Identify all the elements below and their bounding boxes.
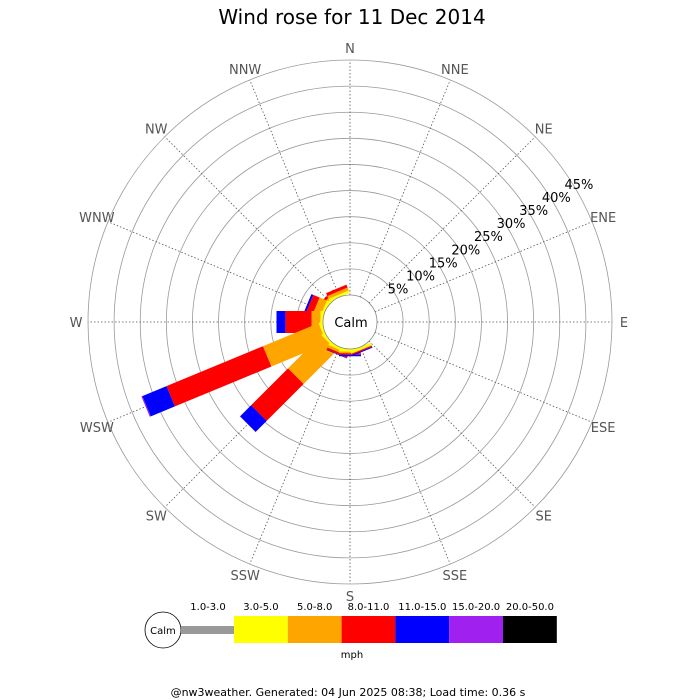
petal-segment: [285, 311, 312, 333]
direction-label: E: [620, 316, 628, 331]
direction-label: SSW: [230, 569, 260, 584]
legend-swatch: [287, 616, 342, 643]
petal-segment: [141, 396, 151, 417]
calm-center-label: Calm: [334, 316, 367, 331]
ring-label: 35%: [519, 204, 548, 219]
ring-label: 25%: [474, 230, 503, 245]
direction-label: S: [346, 590, 354, 605]
petal-segment: [166, 346, 272, 407]
direction-label: NNW: [229, 63, 261, 78]
petal-segment: [288, 335, 337, 384]
ring-label: 30%: [497, 217, 526, 232]
petal-segment: [351, 345, 373, 355]
petal-segment: [327, 287, 349, 299]
rose-petals: [141, 284, 373, 432]
direction-label: ENE: [590, 211, 616, 226]
grid-spoke: [368, 340, 536, 508]
legend-swatch: [181, 626, 234, 634]
grid-spoke: [374, 331, 593, 423]
direction-label: N: [345, 42, 355, 57]
direction-label: W: [70, 316, 83, 331]
calm-center: Calm: [322, 294, 378, 350]
legend-swatch: [503, 616, 557, 643]
ring-label: 40%: [542, 191, 571, 206]
petal-segment: [350, 342, 372, 354]
ring-label: 5%: [388, 282, 409, 297]
grid-spoke: [164, 136, 332, 304]
grid-ring: [270, 242, 430, 402]
petal-segment: [351, 346, 373, 356]
petal-segment: [339, 354, 361, 357]
direction-labels: N NNE NE ENE E ESE SE SSE S SSW SW WSW W WNW NW NNW: [70, 42, 629, 605]
legend-calm-label: Calm: [150, 626, 176, 637]
ring-labels: 5%10%15%20%25%30%35%40%45%: [388, 178, 594, 297]
grid-spoke: [359, 346, 451, 565]
legend-swatch: [341, 616, 396, 643]
legend-label: 3.0-5.0: [243, 602, 278, 613]
direction-label: WNW: [79, 211, 115, 226]
petal-segment: [142, 386, 175, 417]
petal-segment: [303, 294, 314, 316]
petal-segment: [276, 311, 286, 333]
grid-spoke: [359, 79, 451, 298]
petal-segment: [251, 368, 304, 421]
petal-segment: [262, 323, 327, 367]
ring-label: 45%: [564, 178, 593, 193]
legend-label: 11.0-15.0: [398, 602, 446, 613]
legend-label: 8.0-11.0: [348, 602, 390, 613]
legend-label: 15.0-20.0: [452, 602, 500, 613]
chart-title: Wind rose for 11 Dec 2014: [218, 5, 485, 29]
legend-label: 5.0-8.0: [297, 602, 332, 613]
grid-ring: [165, 137, 535, 507]
direction-label: NE: [535, 122, 553, 137]
petal-segment: [328, 290, 350, 302]
direction-label: WSW: [80, 421, 114, 436]
legend: Calm 1.0-3.0 3.0-5.0 5.0-8.0 8.0-11.0 11.0-15…: [144, 602, 557, 649]
petal-segment: [351, 345, 372, 354]
footer-credit: @nw3weather. Generated: 04 Jun 2025 08:3…: [171, 686, 526, 699]
legend-swatch: [395, 616, 450, 643]
petal-segment: [240, 405, 267, 432]
direction-label: NNE: [441, 63, 469, 78]
direction-label: ESE: [591, 421, 616, 436]
legend-label: 20.0-50.0: [506, 602, 554, 613]
direction-label: SW: [146, 510, 167, 525]
grid-spoke: [249, 79, 341, 298]
calm-circle: [322, 294, 378, 350]
unit-label: mph: [341, 650, 363, 661]
grid-spoke: [368, 136, 536, 304]
legend-swatch: [449, 616, 503, 643]
grid-ring: [113, 85, 587, 559]
ring-label: 20%: [451, 243, 480, 258]
legend-label: 1.0-3.0: [190, 602, 225, 613]
direction-label: SE: [536, 510, 552, 525]
grid-spoke: [107, 221, 326, 313]
ring-label: 10%: [406, 269, 435, 284]
legend-swatch: [234, 616, 288, 643]
ring-label: 15%: [429, 256, 458, 271]
polar-grid: [87, 59, 613, 585]
direction-label: NW: [145, 122, 168, 137]
petal-segment: [326, 284, 348, 296]
grid-spoke: [374, 221, 593, 313]
grid-spoke: [249, 346, 341, 565]
grid-ring: [218, 190, 482, 454]
direction-label: SSE: [442, 569, 467, 584]
